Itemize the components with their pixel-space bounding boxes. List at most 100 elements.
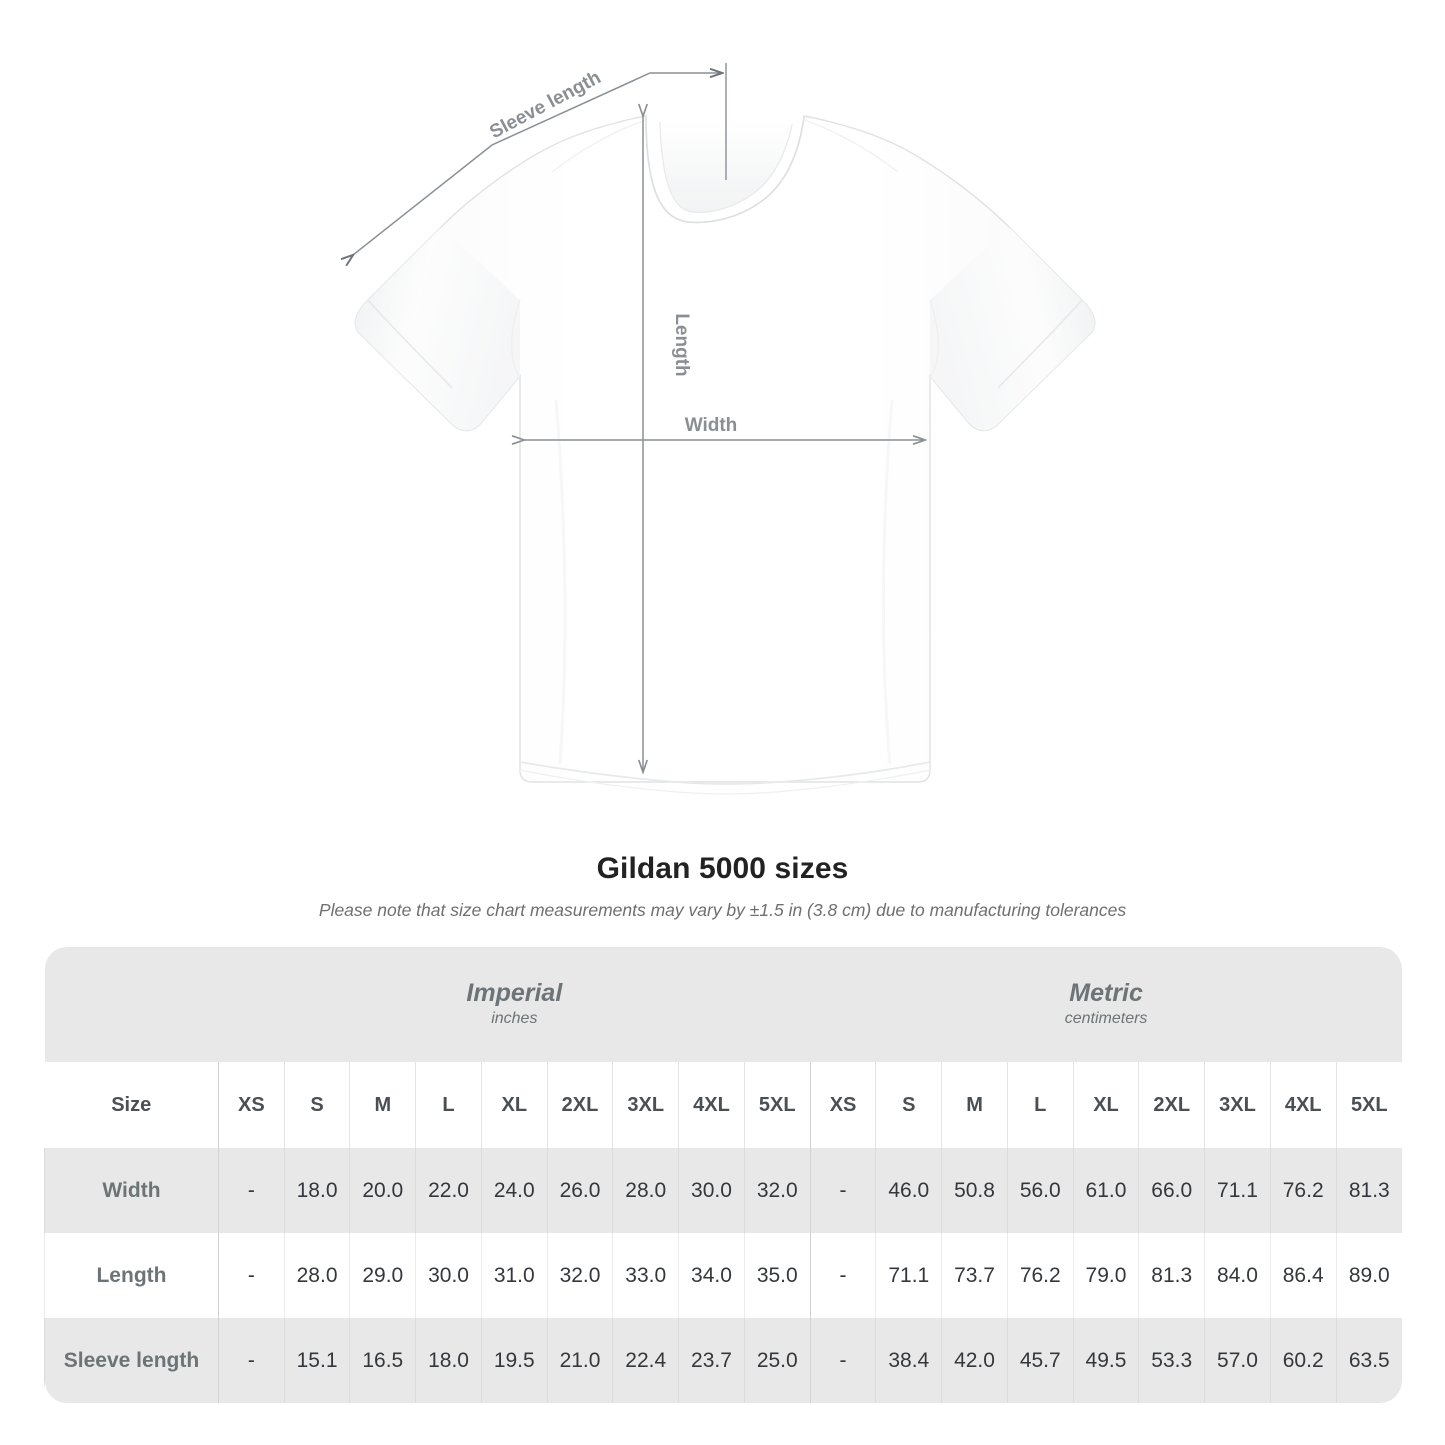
tshirt-silhouette [354, 115, 1096, 795]
cell-length-met-4xl: 86.4 [1269, 1233, 1337, 1318]
fold-right [881, 399, 894, 765]
width-label: Width [685, 415, 738, 436]
table-row: Sleeve length - 15.1 16.5 18.0 19.5 21.0… [44, 1318, 1402, 1403]
cell-width-imp-xl: 24.0 [480, 1148, 548, 1233]
cell-width-imp-5xl: 32.0 [743, 1148, 811, 1233]
header-cell-imp-l: L [415, 1062, 482, 1148]
unit-spacer-cell [44, 947, 219, 1062]
cell-sleeve-met-4xl: 60.2 [1269, 1318, 1337, 1403]
cell-width-met-4xl: 76.2 [1269, 1148, 1337, 1233]
left-armhole-seam [511, 299, 521, 379]
cell-sleeve-met-xs: - [809, 1318, 876, 1403]
cell-width-met-5xl: 81.3 [1335, 1148, 1402, 1233]
cell-width-met-xs: - [809, 1148, 876, 1233]
cell-width-imp-m: 20.0 [349, 1148, 416, 1233]
unit-cell-imperial: Imperial inches [218, 947, 811, 1062]
cell-length-imp-3xl: 33.0 [612, 1233, 679, 1318]
unit-sub-imperial: inches [491, 1009, 538, 1027]
right-sleeve-hem [997, 299, 1083, 389]
cell-length-imp-xs: - [217, 1233, 285, 1318]
cell-width-imp-3xl: 28.0 [612, 1148, 679, 1233]
tolerance-note: Please note that size chart measurements… [318, 900, 1127, 920]
left-sleeve-shade [355, 228, 520, 431]
page-title: Gildan 5000 sizes [596, 852, 849, 885]
cell-sleeve-met-l: 45.7 [1006, 1318, 1074, 1403]
cell-sleeve-imp-s: 15.1 [283, 1318, 350, 1403]
cell-length-imp-5xl: 35.0 [743, 1233, 811, 1318]
cell-width-met-2xl: 66.0 [1138, 1148, 1205, 1233]
cell-length-imp-2xl: 32.0 [546, 1233, 613, 1318]
header-cell-met-m: M [941, 1062, 1008, 1148]
header-cell-met-4xl: 4XL [1269, 1062, 1337, 1148]
cell-width-met-xl: 61.0 [1072, 1148, 1139, 1233]
cell-width-met-l: 56.0 [1006, 1148, 1074, 1233]
cell-sleeve-met-3xl: 57.0 [1204, 1318, 1271, 1403]
cell-length-met-s: 71.1 [875, 1233, 942, 1318]
cell-length-met-3xl: 84.0 [1204, 1233, 1271, 1318]
bottom-hem-2 [519, 769, 931, 795]
heading-block: Gildan 5000 sizes Please note that size … [0, 852, 1445, 921]
cell-width-imp-s: 18.0 [283, 1148, 350, 1233]
size-header-row: Size XS S M L XL 2XL 3XL 4XL 5XL XS S M … [44, 1062, 1402, 1148]
table-row: Length - 28.0 29.0 30.0 31.0 32.0 33.0 3… [44, 1233, 1402, 1318]
right-shoulder-seam [803, 119, 899, 173]
row-label-length: Length [44, 1233, 219, 1318]
right-sleeve-shade [930, 228, 1095, 431]
cell-sleeve-imp-5xl: 25.0 [743, 1318, 811, 1403]
unit-name-metric: Metric [1069, 978, 1143, 1007]
cell-sleeve-imp-4xl: 23.7 [678, 1318, 745, 1403]
cell-length-imp-m: 29.0 [349, 1233, 416, 1318]
cell-width-imp-xs: - [217, 1148, 285, 1233]
size-table: Imperial inches Metric centimeters Size … [44, 947, 1402, 1403]
row-label-sleeve-length: Sleeve length [44, 1318, 219, 1403]
unit-sub-metric: centimeters [1064, 1009, 1148, 1027]
cell-sleeve-imp-xs: - [217, 1318, 285, 1403]
row-label-width: Width [44, 1148, 219, 1233]
cell-sleeve-met-s: 38.4 [875, 1318, 942, 1403]
header-cell-met-xl: XL [1072, 1062, 1139, 1148]
unit-cell-metric: Metric centimeters [810, 947, 1402, 1062]
header-cell-met-xs: XS [809, 1062, 876, 1148]
header-cell-met-s: S [875, 1062, 942, 1148]
cell-sleeve-imp-m: 16.5 [349, 1318, 416, 1403]
bottom-hem [519, 761, 931, 785]
size-table-wrapper: Imperial inches Metric centimeters Size … [44, 947, 1402, 1403]
length-label: Length [671, 313, 692, 376]
header-cell-imp-xl: XL [480, 1062, 548, 1148]
header-cell-imp-3xl: 3XL [612, 1062, 679, 1148]
cell-length-met-xl: 79.0 [1072, 1233, 1139, 1318]
cell-length-met-xs: - [809, 1233, 876, 1318]
unit-banner-row: Imperial inches Metric centimeters [44, 947, 1402, 1062]
tshirt-diagram: Sleeve length Length Width [0, 63, 1096, 795]
cell-sleeve-imp-2xl: 21.0 [546, 1318, 613, 1403]
header-cell-met-5xl: 5XL [1335, 1062, 1402, 1148]
tshirt-body-path [354, 115, 1096, 783]
header-cell-met-3xl: 3XL [1204, 1062, 1271, 1148]
cell-sleeve-imp-l: 18.0 [415, 1318, 482, 1403]
header-cell-imp-2xl: 2XL [546, 1062, 613, 1148]
header-cell-met-2xl: 2XL [1138, 1062, 1205, 1148]
cell-sleeve-imp-3xl: 22.4 [612, 1318, 679, 1403]
cell-length-imp-l: 30.0 [415, 1233, 482, 1318]
cell-width-met-s: 46.0 [875, 1148, 942, 1233]
cell-length-imp-xl: 31.0 [480, 1233, 548, 1318]
cell-width-imp-2xl: 26.0 [546, 1148, 613, 1233]
header-size-label: Size [44, 1062, 219, 1148]
table-row: Width - 18.0 20.0 22.0 24.0 26.0 28.0 30… [44, 1148, 1402, 1233]
cell-length-imp-4xl: 34.0 [678, 1233, 745, 1318]
sleeve-length-dimension-line [353, 73, 722, 255]
cell-length-imp-s: 28.0 [283, 1233, 350, 1318]
fold-left [554, 399, 567, 765]
left-sleeve-hem [367, 299, 453, 389]
cell-length-met-l: 76.2 [1006, 1233, 1074, 1318]
cell-width-imp-4xl: 30.0 [678, 1148, 745, 1233]
header-cell-imp-m: M [349, 1062, 416, 1148]
header-cell-met-l: L [1006, 1062, 1074, 1148]
cell-width-imp-l: 22.0 [415, 1148, 482, 1233]
cell-length-met-2xl: 81.3 [1138, 1233, 1205, 1318]
cell-length-met-m: 73.7 [941, 1233, 1008, 1318]
header-cell-imp-4xl: 4XL [678, 1062, 745, 1148]
cell-sleeve-met-2xl: 53.3 [1138, 1318, 1205, 1403]
right-armhole-seam [929, 299, 939, 379]
